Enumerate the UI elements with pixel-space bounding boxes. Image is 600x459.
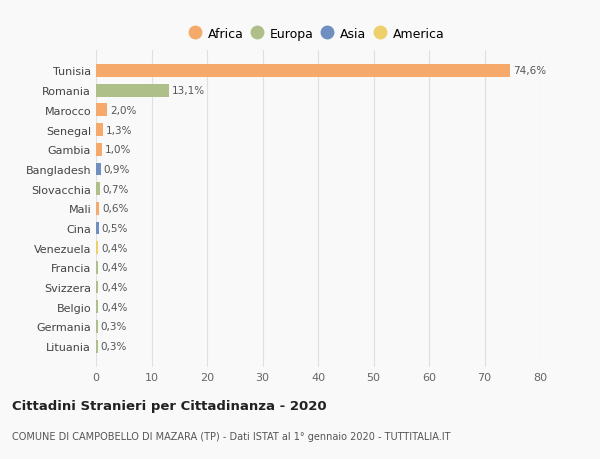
Text: 0,9%: 0,9% <box>104 164 130 174</box>
Bar <box>96 163 101 176</box>
Text: 13,1%: 13,1% <box>172 86 205 96</box>
Bar <box>96 202 100 215</box>
Bar <box>96 320 98 333</box>
Bar <box>96 222 99 235</box>
Text: 0,4%: 0,4% <box>101 263 127 273</box>
Text: 0,7%: 0,7% <box>103 184 129 194</box>
Text: 2,0%: 2,0% <box>110 106 136 116</box>
Bar <box>96 124 103 137</box>
Text: Cittadini Stranieri per Cittadinanza - 2020: Cittadini Stranieri per Cittadinanza - 2… <box>12 399 326 412</box>
Text: 0,3%: 0,3% <box>100 341 127 352</box>
Bar <box>96 242 98 255</box>
Bar <box>96 262 98 274</box>
Bar <box>96 301 98 313</box>
Text: 0,4%: 0,4% <box>101 282 127 292</box>
Text: 0,5%: 0,5% <box>101 224 128 234</box>
Text: 1,0%: 1,0% <box>104 145 131 155</box>
Text: 0,6%: 0,6% <box>102 204 128 214</box>
Legend: Africa, Europa, Asia, America: Africa, Europa, Asia, America <box>189 25 447 43</box>
Text: 74,6%: 74,6% <box>513 66 546 76</box>
Bar <box>96 84 169 97</box>
Bar <box>96 281 98 294</box>
Text: 0,4%: 0,4% <box>101 243 127 253</box>
Bar <box>96 144 101 156</box>
Bar <box>96 340 98 353</box>
Bar <box>96 104 107 117</box>
Bar <box>96 183 100 196</box>
Bar <box>96 65 510 78</box>
Text: 1,3%: 1,3% <box>106 125 133 135</box>
Text: 0,3%: 0,3% <box>100 322 127 332</box>
Text: COMUNE DI CAMPOBELLO DI MAZARA (TP) - Dati ISTAT al 1° gennaio 2020 - TUTTITALIA: COMUNE DI CAMPOBELLO DI MAZARA (TP) - Da… <box>12 431 451 442</box>
Text: 0,4%: 0,4% <box>101 302 127 312</box>
